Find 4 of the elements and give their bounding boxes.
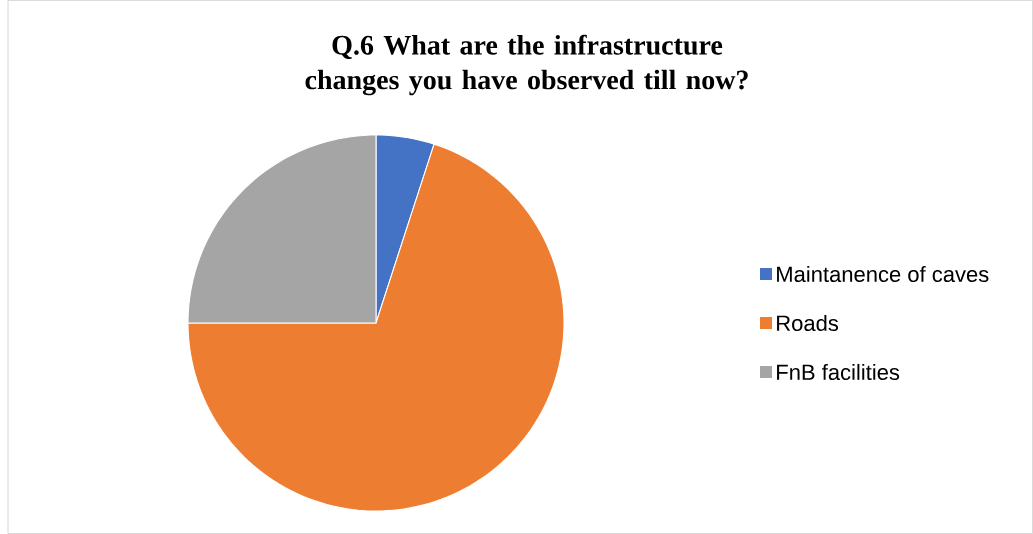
legend-label: Maintanence of caves	[777, 265, 989, 283]
legend-label: FnB facilities	[777, 363, 900, 381]
chart-title: Q.6 What are the infrastructure changes you have observed till now?	[305, 34, 748, 96]
legend-label: Roads	[777, 314, 839, 332]
